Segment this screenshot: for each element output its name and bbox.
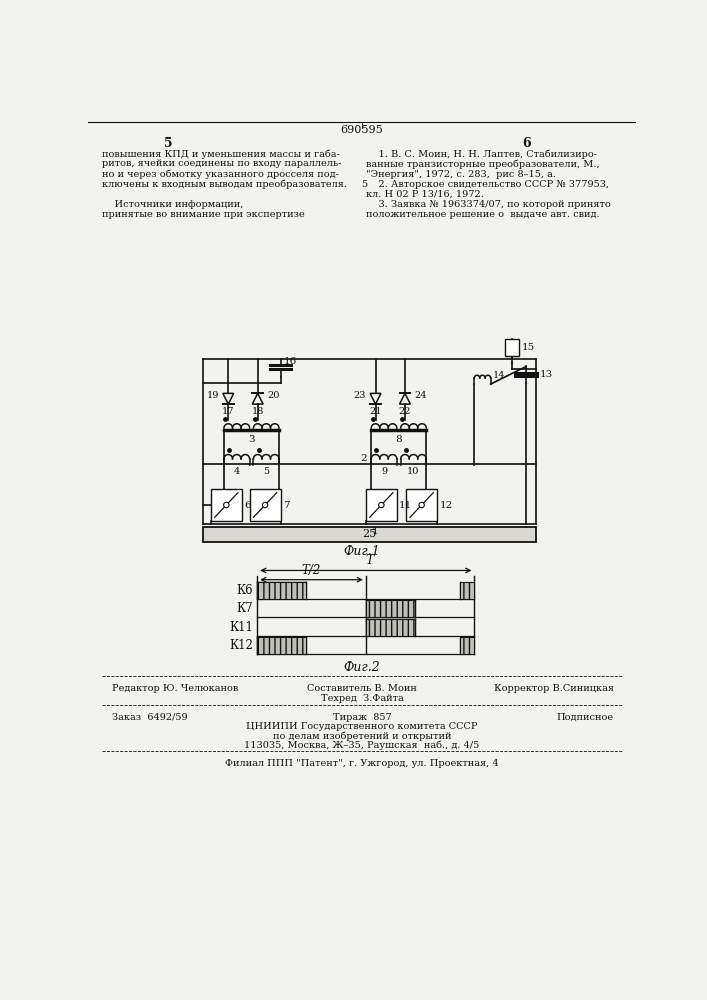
Text: Составитель В. Моин: Составитель В. Моин	[307, 684, 417, 693]
Bar	[366, 600, 414, 617]
Circle shape	[262, 502, 268, 508]
Text: 3. Заявка № 1963374/07, по которой принято: 3. Заявка № 1963374/07, по которой приня…	[366, 200, 611, 209]
Text: 18: 18	[252, 407, 264, 416]
Text: 690595: 690595	[341, 125, 383, 135]
Text: Филиал ППП "Патент", г. Ужгород, ул. Проектная, 4: Филиал ППП "Патент", г. Ужгород, ул. Про…	[225, 759, 498, 768]
Text: 6: 6	[522, 137, 530, 150]
Bar	[211, 489, 242, 521]
Text: 3: 3	[248, 435, 255, 444]
Text: 23: 23	[354, 391, 366, 400]
Text: 1: 1	[372, 527, 378, 536]
Bar	[366, 489, 397, 521]
Bar	[366, 619, 414, 636]
Text: Редактор Ю. Челюканов: Редактор Ю. Челюканов	[112, 684, 238, 693]
Text: К12: К12	[230, 639, 253, 652]
Text: Заказ  6492/59: Заказ 6492/59	[112, 713, 187, 722]
Circle shape	[223, 502, 229, 508]
Text: 5: 5	[361, 180, 368, 189]
Text: 13: 13	[539, 370, 553, 379]
Text: ЦНИИПИ Государственного комитета СССР: ЦНИИПИ Государственного комитета СССР	[246, 722, 478, 731]
Text: 1. В. С. Моин, Н. Н. Лаптев, Стабилизиро-: 1. В. С. Моин, Н. Н. Лаптев, Стабилизиро…	[366, 149, 597, 159]
Text: 6: 6	[244, 500, 251, 510]
Text: Фиг.1: Фиг.1	[344, 545, 380, 558]
Text: Тираж  857: Тираж 857	[332, 713, 392, 722]
Text: повышения КПД и уменьшения массы и габа-: повышения КПД и уменьшения массы и габа-	[103, 149, 340, 159]
Text: Фиг.2: Фиг.2	[344, 661, 380, 674]
Circle shape	[419, 502, 424, 508]
Text: 5: 5	[164, 137, 173, 150]
Text: ключены к входным выводам преобразователя.: ключены к входным выводам преобразовател…	[103, 180, 347, 189]
Text: Источники информации,: Источники информации,	[103, 200, 244, 209]
Text: 9: 9	[381, 466, 387, 476]
Text: 12: 12	[440, 500, 452, 510]
Text: 16: 16	[284, 357, 297, 366]
Text: Корректор В.Синицкая: Корректор В.Синицкая	[493, 684, 614, 693]
Text: 20: 20	[267, 391, 279, 400]
Text: Техред  З.Файта: Техред З.Файта	[320, 694, 403, 703]
Bar	[257, 582, 306, 599]
Text: 11: 11	[399, 500, 412, 510]
Text: 14: 14	[493, 371, 506, 380]
Bar	[257, 637, 306, 654]
Bar	[460, 582, 474, 599]
Text: положительное решение о  выдаче авт. свид.: положительное решение о выдаче авт. свид…	[366, 210, 600, 219]
Text: 21: 21	[369, 407, 382, 416]
Bar	[203, 527, 537, 542]
Text: 2: 2	[360, 454, 367, 463]
Text: но и через обмотку указанного дросселя под-: но и через обмотку указанного дросселя п…	[103, 170, 339, 179]
Text: 7: 7	[283, 500, 290, 510]
Text: 17: 17	[222, 407, 235, 416]
Bar	[506, 339, 519, 356]
Text: "Энергия", 1972, с. 283,  рис 8–15, а.: "Энергия", 1972, с. 283, рис 8–15, а.	[366, 170, 556, 179]
Text: 19: 19	[206, 391, 219, 400]
Text: кл. Н 02 Р 13/16, 1972.: кл. Н 02 Р 13/16, 1972.	[366, 190, 484, 199]
Text: К11: К11	[230, 621, 253, 634]
Text: 22: 22	[399, 407, 411, 416]
Bar	[460, 637, 474, 654]
Text: 8: 8	[395, 435, 402, 444]
Text: 2. Авторское свидетельство СССР № 377953,: 2. Авторское свидетельство СССР № 377953…	[366, 180, 609, 189]
Text: 10: 10	[407, 466, 420, 476]
Text: принятые во внимание при экспертизе: принятые во внимание при экспертизе	[103, 210, 305, 219]
Text: T: T	[366, 554, 374, 567]
Text: 5: 5	[263, 466, 269, 476]
Text: по делам изобретений и открытий: по делам изобретений и открытий	[273, 731, 451, 741]
Circle shape	[379, 502, 384, 508]
Text: 15: 15	[522, 343, 535, 352]
Bar	[406, 489, 437, 521]
Text: К7: К7	[237, 602, 253, 615]
Text: 25: 25	[363, 529, 377, 539]
Bar	[250, 489, 281, 521]
Text: Подписное: Подписное	[556, 713, 614, 722]
Text: ванные транзисторные преобразователи, М.,: ванные транзисторные преобразователи, М.…	[366, 159, 600, 169]
Text: 24: 24	[414, 391, 427, 400]
Text: 113035, Москва, Ж–35, Раушская  наб., д. 4/5: 113035, Москва, Ж–35, Раушская наб., д. …	[245, 741, 479, 750]
Text: К6: К6	[237, 584, 253, 597]
Text: 4: 4	[233, 466, 240, 476]
Text: ритов, ячейки соединены по входу параллель-: ритов, ячейки соединены по входу паралле…	[103, 159, 341, 168]
Text: T/2: T/2	[302, 564, 321, 577]
